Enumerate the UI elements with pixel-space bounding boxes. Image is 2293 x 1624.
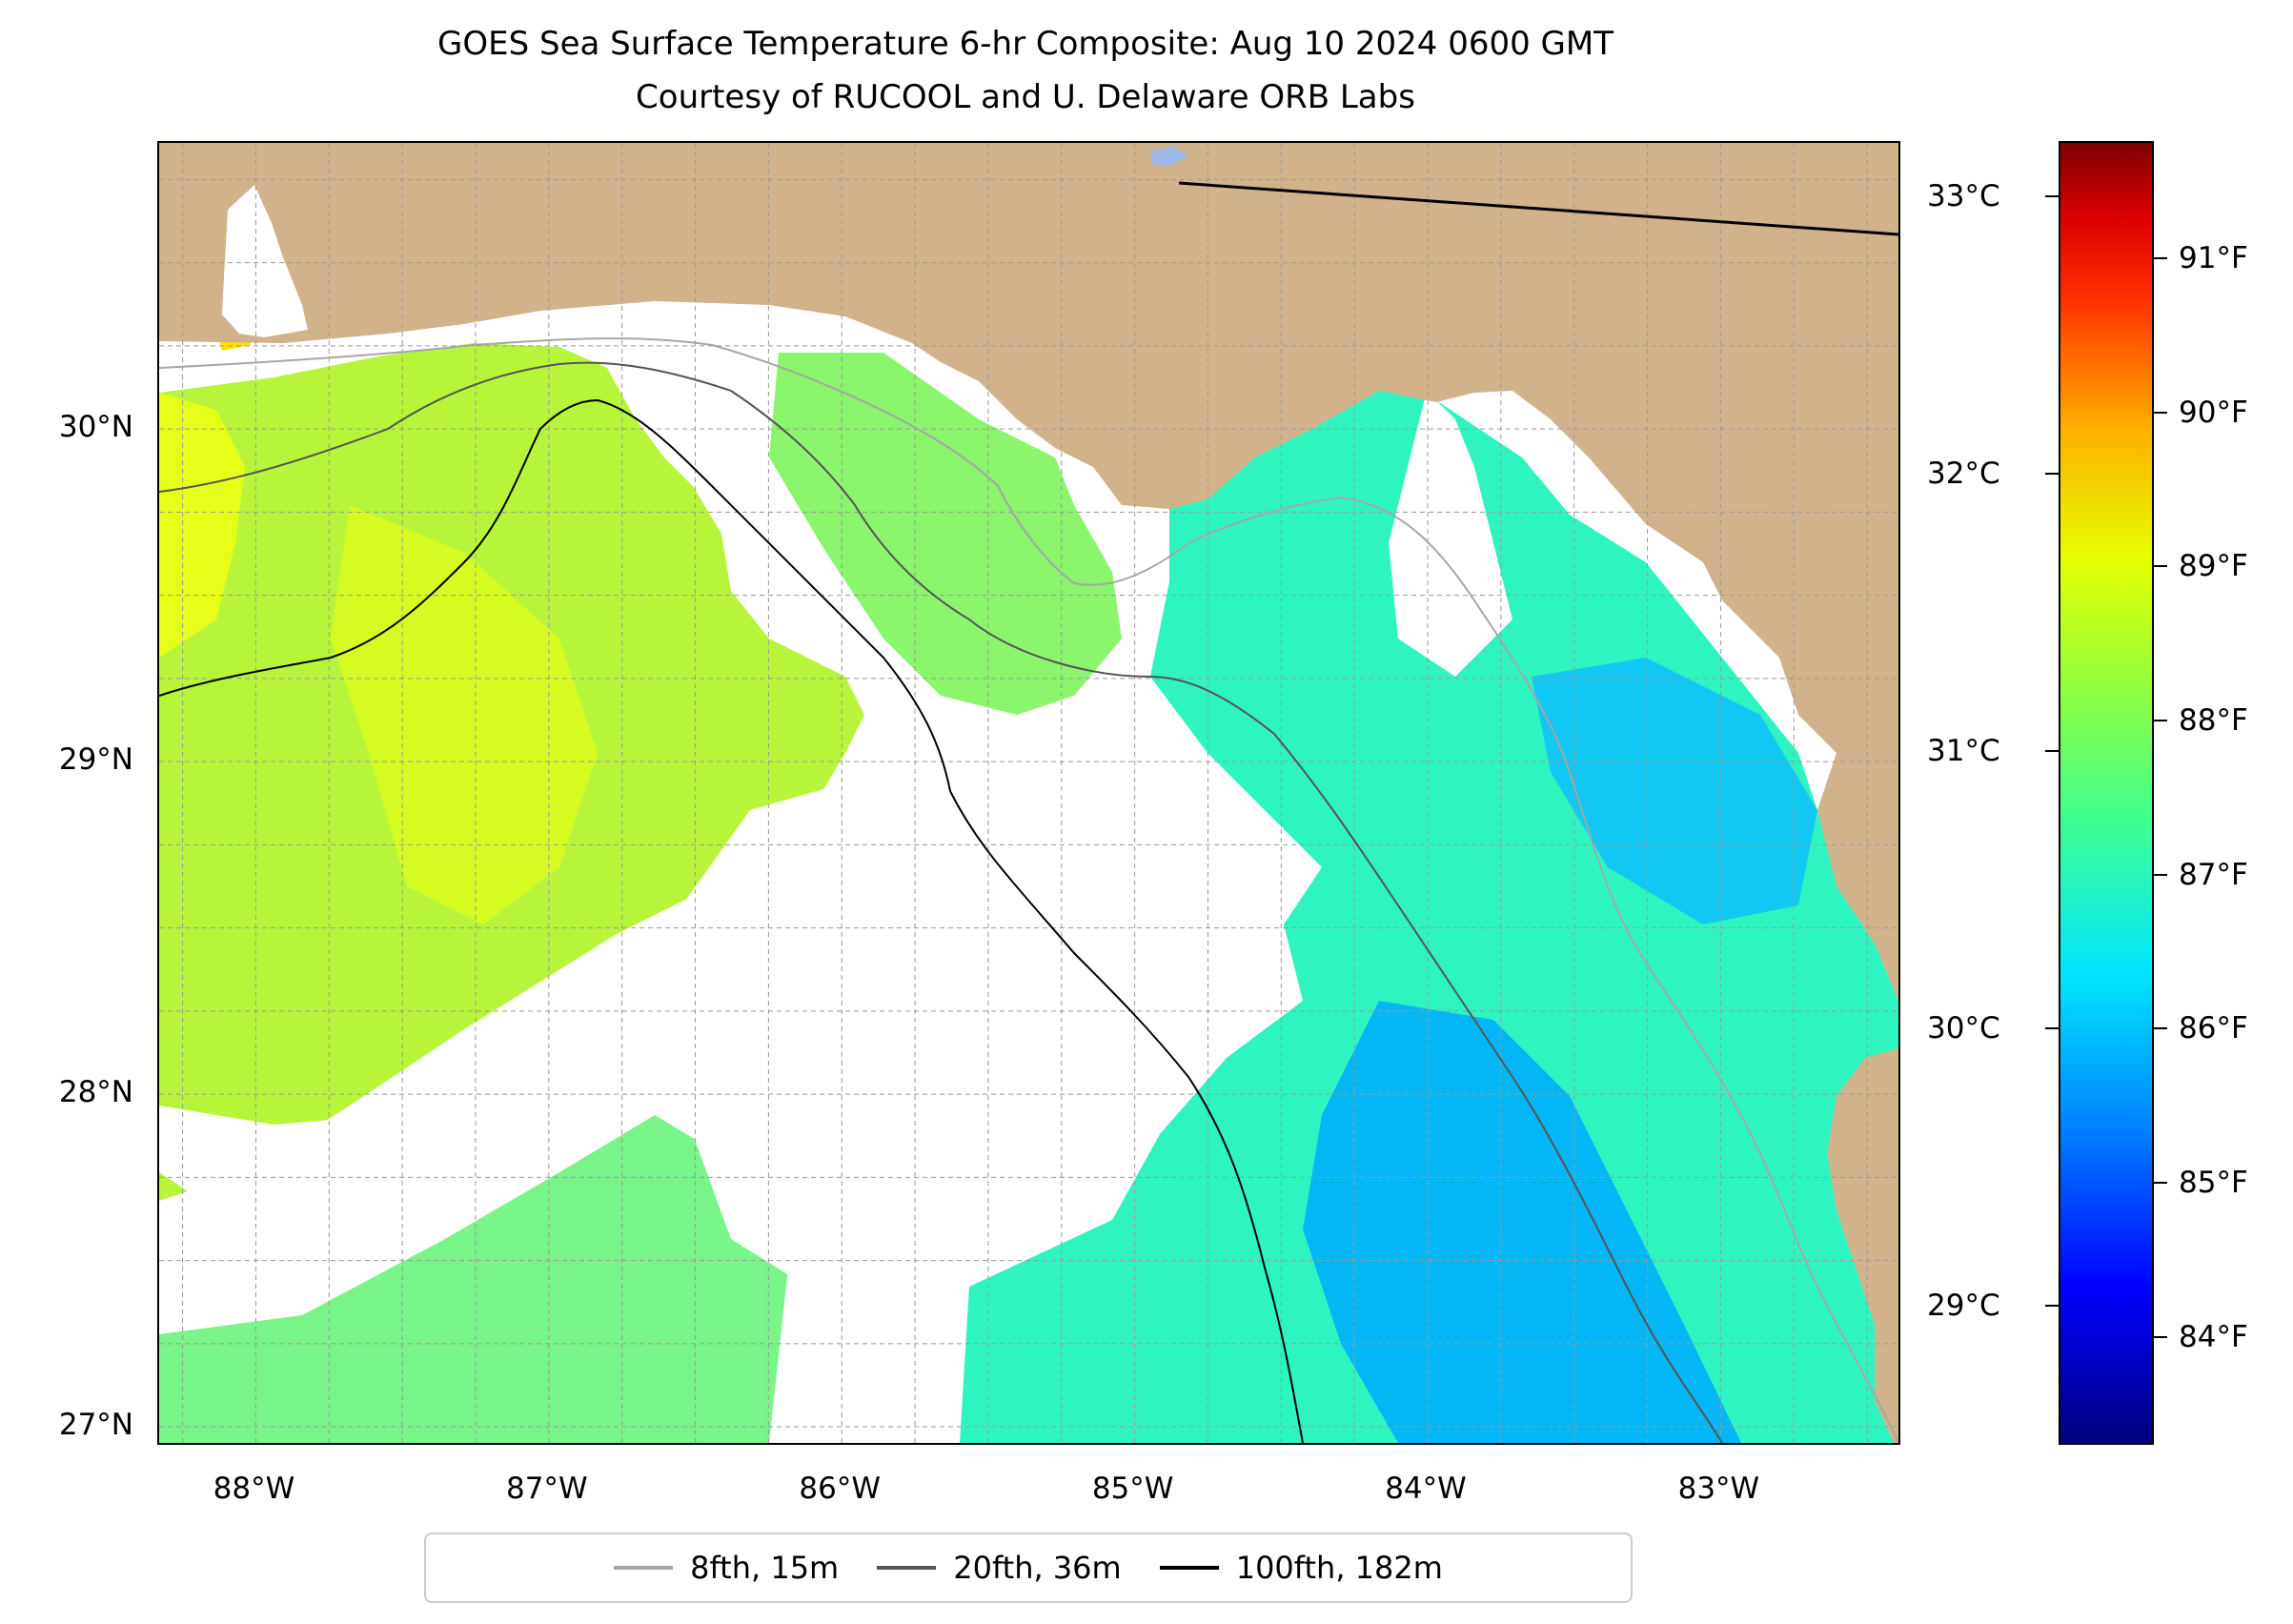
sst-region-east-cyan xyxy=(960,391,1898,1443)
celsius-tick-label: 31°C xyxy=(1927,734,2000,769)
legend-entry: 20fth, 36m xyxy=(877,1550,1122,1586)
celsius-tick-label: 33°C xyxy=(1927,179,2000,214)
map-graticule xyxy=(159,143,1898,1443)
fahrenheit-tick-mark xyxy=(2154,1182,2167,1185)
sst-region-cloud-gap-1 xyxy=(578,734,1284,1287)
land-north-coast xyxy=(159,143,1898,1443)
legend-label: 20fth, 36m xyxy=(953,1550,1122,1586)
sst-region-warm-yellow xyxy=(159,393,245,658)
inland-lake xyxy=(1150,147,1188,166)
celsius-tick-label: 29°C xyxy=(1927,1289,2000,1324)
celsius-tick-mark xyxy=(2045,750,2059,753)
fahrenheit-tick-label: 86°F xyxy=(2179,1011,2248,1046)
fahrenheit-tick-label: 90°F xyxy=(2179,395,2248,430)
legend-line-swatch xyxy=(1159,1566,1219,1570)
legend-entry: 8fth, 15m xyxy=(614,1550,839,1586)
fahrenheit-tick-label: 88°F xyxy=(2179,703,2248,738)
longitude-label: 85°W xyxy=(1091,1472,1174,1506)
sst-region-northeast-blue xyxy=(1532,658,1817,924)
celsius-tick-label: 32°C xyxy=(1927,457,2000,492)
isobath-legend: 8fth, 15m 20fth, 36m 100fth, 182m xyxy=(424,1533,1633,1603)
celsius-tick-mark xyxy=(2045,473,2059,476)
sst-map-canvas xyxy=(159,143,1898,1443)
legend-label: 100fth, 182m xyxy=(1235,1550,1443,1586)
legend-line-swatch xyxy=(877,1566,937,1570)
fahrenheit-tick-mark xyxy=(2154,565,2167,568)
sst-region-cloud-gap-2 xyxy=(159,1106,474,1239)
latitude-label: 29°N xyxy=(58,742,133,778)
map-title: GOES Sea Surface Temperature 6-hr Compos… xyxy=(437,25,1613,63)
fahrenheit-tick-label: 84°F xyxy=(2179,1319,2248,1354)
state-border xyxy=(1178,181,1898,236)
sst-colorbar xyxy=(2059,141,2154,1445)
longitude-label: 84°W xyxy=(1385,1472,1467,1506)
fahrenheit-tick-mark xyxy=(2154,256,2167,259)
sst-region-south-green xyxy=(159,1115,788,1443)
legend-entry: 100fth, 182m xyxy=(1159,1550,1443,1586)
longitude-label: 87°W xyxy=(506,1472,588,1506)
longitude-label: 86°W xyxy=(799,1472,882,1506)
legend-label: 8fth, 15m xyxy=(690,1550,840,1586)
fahrenheit-tick-mark xyxy=(2154,873,2167,876)
isobath-100fth xyxy=(159,398,1304,1443)
celsius-tick-mark xyxy=(2045,195,2059,198)
sst-field xyxy=(159,198,1898,1443)
sst-region-cloud-gap-3 xyxy=(1389,391,1512,677)
sst-region-center-green xyxy=(769,353,1122,715)
fahrenheit-tick-label: 91°F xyxy=(2179,240,2248,275)
sst-region-east-blue xyxy=(1303,1001,1741,1443)
land-masses xyxy=(159,143,1898,1443)
longitude-label: 88°W xyxy=(213,1472,295,1506)
celsius-tick-mark xyxy=(2045,1027,2059,1030)
map-subtitle: Courtesy of RUCOOL and U. Delaware ORB L… xyxy=(636,78,1415,116)
isobath-8fth xyxy=(159,337,1898,1443)
celsius-tick-label: 30°C xyxy=(1927,1011,2000,1046)
fahrenheit-tick-label: 89°F xyxy=(2179,549,2248,584)
celsius-tick-mark xyxy=(2045,1305,2059,1308)
longitude-label: 83°W xyxy=(1677,1472,1760,1506)
fahrenheit-tick-mark xyxy=(2154,720,2167,721)
isobath-20fth xyxy=(159,361,1723,1443)
legend-line-swatch xyxy=(614,1566,674,1570)
sst-region-yellow-band xyxy=(331,505,598,924)
latitude-label: 30°N xyxy=(58,410,133,445)
fahrenheit-tick-mark xyxy=(2154,1027,2167,1030)
fahrenheit-tick-label: 87°F xyxy=(2179,857,2248,892)
latitude-label: 28°N xyxy=(58,1075,133,1110)
fahrenheit-tick-mark xyxy=(2154,1335,2167,1338)
fahrenheit-tick-mark xyxy=(2154,411,2167,414)
fahrenheit-tick-label: 85°F xyxy=(2179,1166,2248,1201)
latitude-label: 27°N xyxy=(58,1408,133,1443)
sst-map[interactable] xyxy=(157,141,1900,1445)
mobile-bay-water xyxy=(222,185,308,337)
